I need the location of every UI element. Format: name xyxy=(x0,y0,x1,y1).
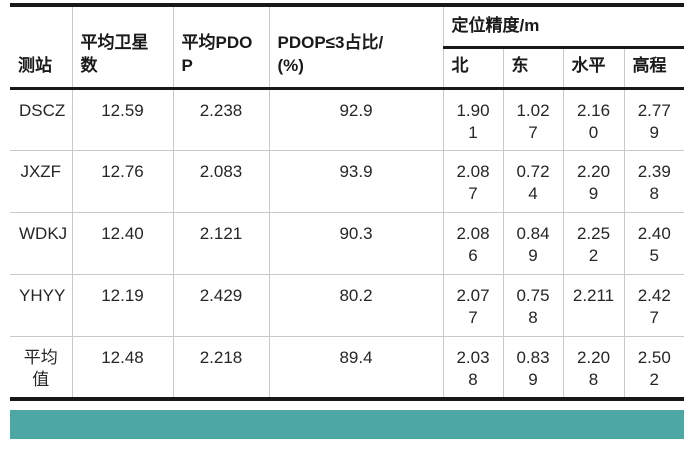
cell-horizontal: 2.211 xyxy=(562,273,624,337)
cell-avg-pdop: 2.238 xyxy=(172,88,269,151)
cell-pdop-ratio: 89.4 xyxy=(268,335,443,399)
cell-east: 1.027 xyxy=(502,88,563,151)
cell-north: 1.901 xyxy=(442,88,503,151)
cell-avg-pdop: 2.218 xyxy=(172,335,269,399)
cell-station: 平均值 xyxy=(10,335,72,399)
cell-avg-pdop: 2.083 xyxy=(172,149,269,213)
col-header-horizontal: 水平 xyxy=(562,47,624,90)
cell-pdop-ratio: 90.3 xyxy=(268,211,443,275)
cell-avg-satellites: 12.76 xyxy=(71,149,173,213)
table-header: 测站 平均卫星 数 平均PDO P PDOP≤3占比/ (%) 定位精度/m 北… xyxy=(10,5,685,90)
cell-station: YHYY xyxy=(10,273,72,337)
cell-horizontal: 2.160 xyxy=(562,88,624,151)
cell-station: JXZF xyxy=(10,149,72,213)
cell-avg-pdop: 2.429 xyxy=(172,273,269,337)
col-header-avg-satellites: 平均卫星 数 xyxy=(71,5,173,90)
cell-east: 0.724 xyxy=(502,149,563,213)
col-header-pdop-ratio: PDOP≤3占比/ (%) xyxy=(268,5,443,90)
col-header-north: 北 xyxy=(442,47,503,90)
cell-avg-satellites: 12.48 xyxy=(71,335,173,399)
document-page: 测站 平均卫星 数 平均PDO P PDOP≤3占比/ (%) 定位精度/m 北… xyxy=(10,3,685,439)
table-body: DSCZ 12.59 2.238 92.9 1.901 1.027 2.160 … xyxy=(10,88,685,399)
table-row: DSCZ 12.59 2.238 92.9 1.901 1.027 2.160 … xyxy=(10,88,685,151)
table-row: YHYY 12.19 2.429 80.2 2.077 0.758 2.211 … xyxy=(10,273,685,337)
cell-horizontal: 2.252 xyxy=(562,211,624,275)
col-header-avg-pdop: 平均PDO P xyxy=(172,5,269,90)
cell-east: 0.839 xyxy=(502,335,563,399)
cell-pdop-ratio: 80.2 xyxy=(268,273,443,337)
cell-station: WDKJ xyxy=(10,211,72,275)
cell-east: 0.758 xyxy=(502,273,563,337)
header-row-top: 测站 平均卫星 数 平均PDO P PDOP≤3占比/ (%) 定位精度/m xyxy=(10,5,685,90)
cell-east: 0.849 xyxy=(502,211,563,275)
cell-elevation: 2.405 xyxy=(623,211,685,275)
cell-north: 2.077 xyxy=(442,273,503,337)
accent-bar xyxy=(10,409,684,439)
cell-elevation: 2.502 xyxy=(623,335,685,399)
cell-elevation: 2.398 xyxy=(623,149,685,213)
col-header-east: 东 xyxy=(502,47,563,90)
cell-north: 2.087 xyxy=(442,149,503,213)
table-row: JXZF 12.76 2.083 93.9 2.087 0.724 2.209 … xyxy=(10,149,685,213)
cell-north: 2.038 xyxy=(442,335,503,399)
cell-north: 2.086 xyxy=(442,211,503,275)
cell-station: DSCZ xyxy=(19,100,66,120)
cell-avg-pdop: 2.121 xyxy=(172,211,269,275)
col-header-elevation: 高程 xyxy=(623,47,685,90)
cell-pdop-ratio: 93.9 xyxy=(268,149,443,213)
cell-horizontal: 2.209 xyxy=(562,149,624,213)
header-row-sub: 北 东 水平 高程 xyxy=(10,47,685,90)
cell-avg-satellites: 12.40 xyxy=(71,211,173,275)
cell-elevation: 2.779 xyxy=(623,88,685,151)
cell-pdop-ratio: 92.9 xyxy=(268,88,443,151)
table-row: WDKJ 12.40 2.121 90.3 2.086 0.849 2.252 … xyxy=(10,211,685,275)
cell-horizontal: 2.208 xyxy=(562,335,624,399)
cell-avg-satellites: 12.19 xyxy=(71,273,173,337)
cell-avg-satellites: 12.59 xyxy=(71,88,173,151)
table-row-average: 平均值 12.48 2.218 89.4 2.038 0.839 2.208 2… xyxy=(10,335,685,399)
station-accuracy-table: 测站 平均卫星 数 平均PDO P PDOP≤3占比/ (%) 定位精度/m 北… xyxy=(10,3,685,401)
cell-elevation: 2.427 xyxy=(623,273,685,337)
col-header-accuracy-group: 定位精度/m xyxy=(442,5,685,49)
col-header-station: 测站 xyxy=(10,5,72,90)
